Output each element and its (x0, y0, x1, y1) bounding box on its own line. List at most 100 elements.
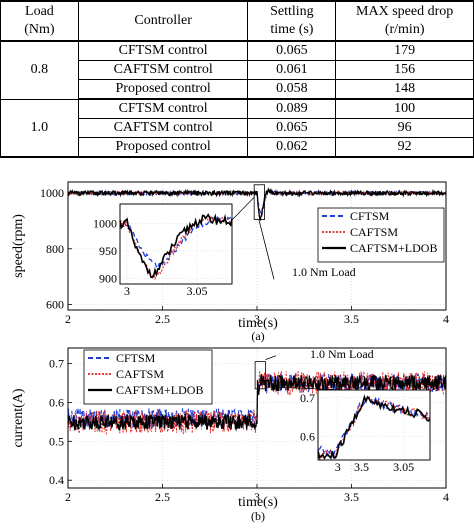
panel-label: (a) (251, 329, 264, 343)
x-tick-label: 2.5 (155, 312, 170, 326)
plot-frame (67, 347, 447, 489)
header-load: Load (Nm) (0, 0, 79, 42)
settling-cell: 0.065 (247, 118, 337, 138)
zoom-region-box (254, 361, 266, 390)
inset-y-tick-label: 0.7 (300, 391, 315, 405)
legend-label: CFTSM (350, 209, 390, 223)
header-drop: MAX speed drop (r/min) (335, 0, 474, 42)
x-tick-label: 4 (443, 490, 449, 504)
controller-cell: CAFTSM control (77, 60, 249, 80)
inset-connector (231, 197, 255, 221)
legend-label: CAFTSM+LDOB (350, 241, 437, 255)
x-tick-label: 3 (254, 490, 260, 504)
inset-y-tick-label: 950 (99, 244, 117, 258)
series-line-caftsm-ldob (67, 187, 447, 222)
x-tick-label: 3 (254, 312, 260, 326)
current-legend: CFTSM CAFTSM CAFTSM+LDOB (83, 349, 213, 405)
y-tick-label: 600 (46, 297, 64, 311)
load-cell: 0.8 (0, 40, 79, 100)
table-row: 0.8 CFTSM control 0.065 179 (0, 40, 474, 100)
y-axis-label: speed(rpm) (11, 214, 26, 278)
controller-cell: CAFTSM control (77, 118, 249, 138)
inset-x-tick-label: 3.05 (393, 460, 414, 474)
inset-y-tick-label: 0.6 (300, 430, 315, 444)
speed-figure: 2 2.5 3 3.5 4 600 800 1000 3 3.05 900 950 1000 CFTSM C… (0, 172, 474, 344)
settling-cell: 0.089 (247, 98, 337, 119)
annotation-label: 1.0 Nm Load (310, 347, 374, 361)
current-figure: 2 2.5 3 3.5 4 0.4 0.5 0.6 0.7 3 3.05 3.5 0.6 0.7 CFTSM… (0, 344, 474, 526)
settling-cell: 0.058 (247, 79, 337, 100)
x-axis-label: time(s) (238, 316, 278, 331)
drop-cell: 179 (335, 40, 474, 61)
current-chart: 2 2.5 3 3.5 4 0.4 0.5 0.6 0.7 3 3.05 3.5 0.6 0.7 CFTSM… (11, 347, 449, 523)
plot-frame (67, 181, 447, 311)
x-tick-label: 2.5 (155, 490, 170, 504)
inset-x-tick-label: 3 (335, 460, 341, 474)
results-table: Load (Nm) Controller Settling time (s) MAX… (0, 0, 474, 158)
series-line-caftsm-ldob (67, 373, 447, 432)
inset-series-line (317, 394, 431, 460)
legend-label: CAFTSM (116, 367, 164, 381)
inset-border (317, 389, 431, 461)
settling-cell: 0.061 (247, 60, 337, 80)
y-tick-label: 800 (46, 242, 64, 256)
y-tick-label: 0.5 (49, 434, 64, 448)
current-inset: 3 3.05 3.5 0.6 0.7 (300, 389, 431, 474)
inset-y-tick-label: 900 (99, 271, 117, 285)
inset-x-tick-label: 3 (124, 284, 130, 298)
load-cell: 1.0 (0, 98, 79, 158)
legend-label: CFTSM (116, 351, 156, 365)
speed-inset: 3 3.05 900 950 1000 (93, 203, 233, 298)
results-table-wrapper: Load (Nm) Controller Settling time (s) MAX… (0, 0, 474, 158)
inset-border (119, 203, 233, 285)
speed-legend: CFTSM CAFTSM CAFTSM+LDOB (317, 207, 445, 263)
drop-cell: 148 (335, 79, 474, 100)
controller-cell: Proposed control (77, 79, 249, 100)
inset-frame (317, 389, 431, 461)
table-row: CAFTSM control 0.061 156 (1, 60, 474, 80)
current-series-group (67, 370, 447, 435)
inset-x-tick-label: 3.05 (187, 284, 208, 298)
inset-y-tick-label: 1000 (93, 216, 117, 230)
drop-cell: 96 (335, 118, 474, 138)
settling-cell: 0.065 (247, 40, 337, 61)
controller-cell: Proposed control (77, 137, 249, 158)
header-controller: Controller (77, 0, 249, 42)
legend-label: CAFTSM (350, 225, 398, 239)
x-tick-label: 3.5 (344, 312, 359, 326)
drop-cell: 100 (335, 98, 474, 119)
annotation-label: 1.0 Nm Load (292, 265, 356, 279)
drop-cell: 92 (335, 137, 474, 158)
y-tick-label: 0.4 (49, 473, 64, 487)
table-row: Proposed control 0.062 92 (1, 137, 474, 158)
annotation-arrow (258, 219, 275, 280)
legend-box (317, 207, 445, 263)
panel-label: (b) (251, 509, 265, 523)
x-tick-label: 2 (65, 312, 71, 326)
y-tick-label: 0.7 (49, 357, 64, 371)
speed-series-group (67, 187, 447, 222)
zoom-region-box (253, 184, 265, 220)
annotation-arrow (265, 355, 277, 361)
table-row: CAFTSM control 0.065 96 (1, 118, 474, 138)
drop-cell: 156 (335, 60, 474, 80)
inset-series-line (119, 213, 233, 279)
inset-connector (265, 386, 349, 391)
header-settling: Settling time (s) (247, 0, 337, 42)
inset-series-line (317, 396, 431, 461)
controller-cell: CFTSM control (77, 40, 249, 61)
y-tick-label: 1000 (40, 186, 64, 200)
table-row: 1.0 CFTSM control 0.089 100 (0, 98, 474, 158)
x-tick-label: 4 (443, 312, 449, 326)
x-tick-label: 3.5 (344, 490, 359, 504)
inset-series-line (119, 215, 233, 270)
settling-cell: 0.062 (247, 137, 337, 158)
controller-cell: CFTSM control (77, 98, 249, 119)
y-axis-label: current(A) (11, 388, 26, 447)
legend-label: CAFTSM+LDOB (116, 383, 203, 397)
x-axis-label: time(s) (238, 495, 278, 510)
legend-box (83, 349, 213, 405)
inset-x-tick-label: 3.5 (354, 460, 369, 474)
table-header-row: Load (Nm) Controller Settling time (s) MAX… (0, 0, 474, 42)
